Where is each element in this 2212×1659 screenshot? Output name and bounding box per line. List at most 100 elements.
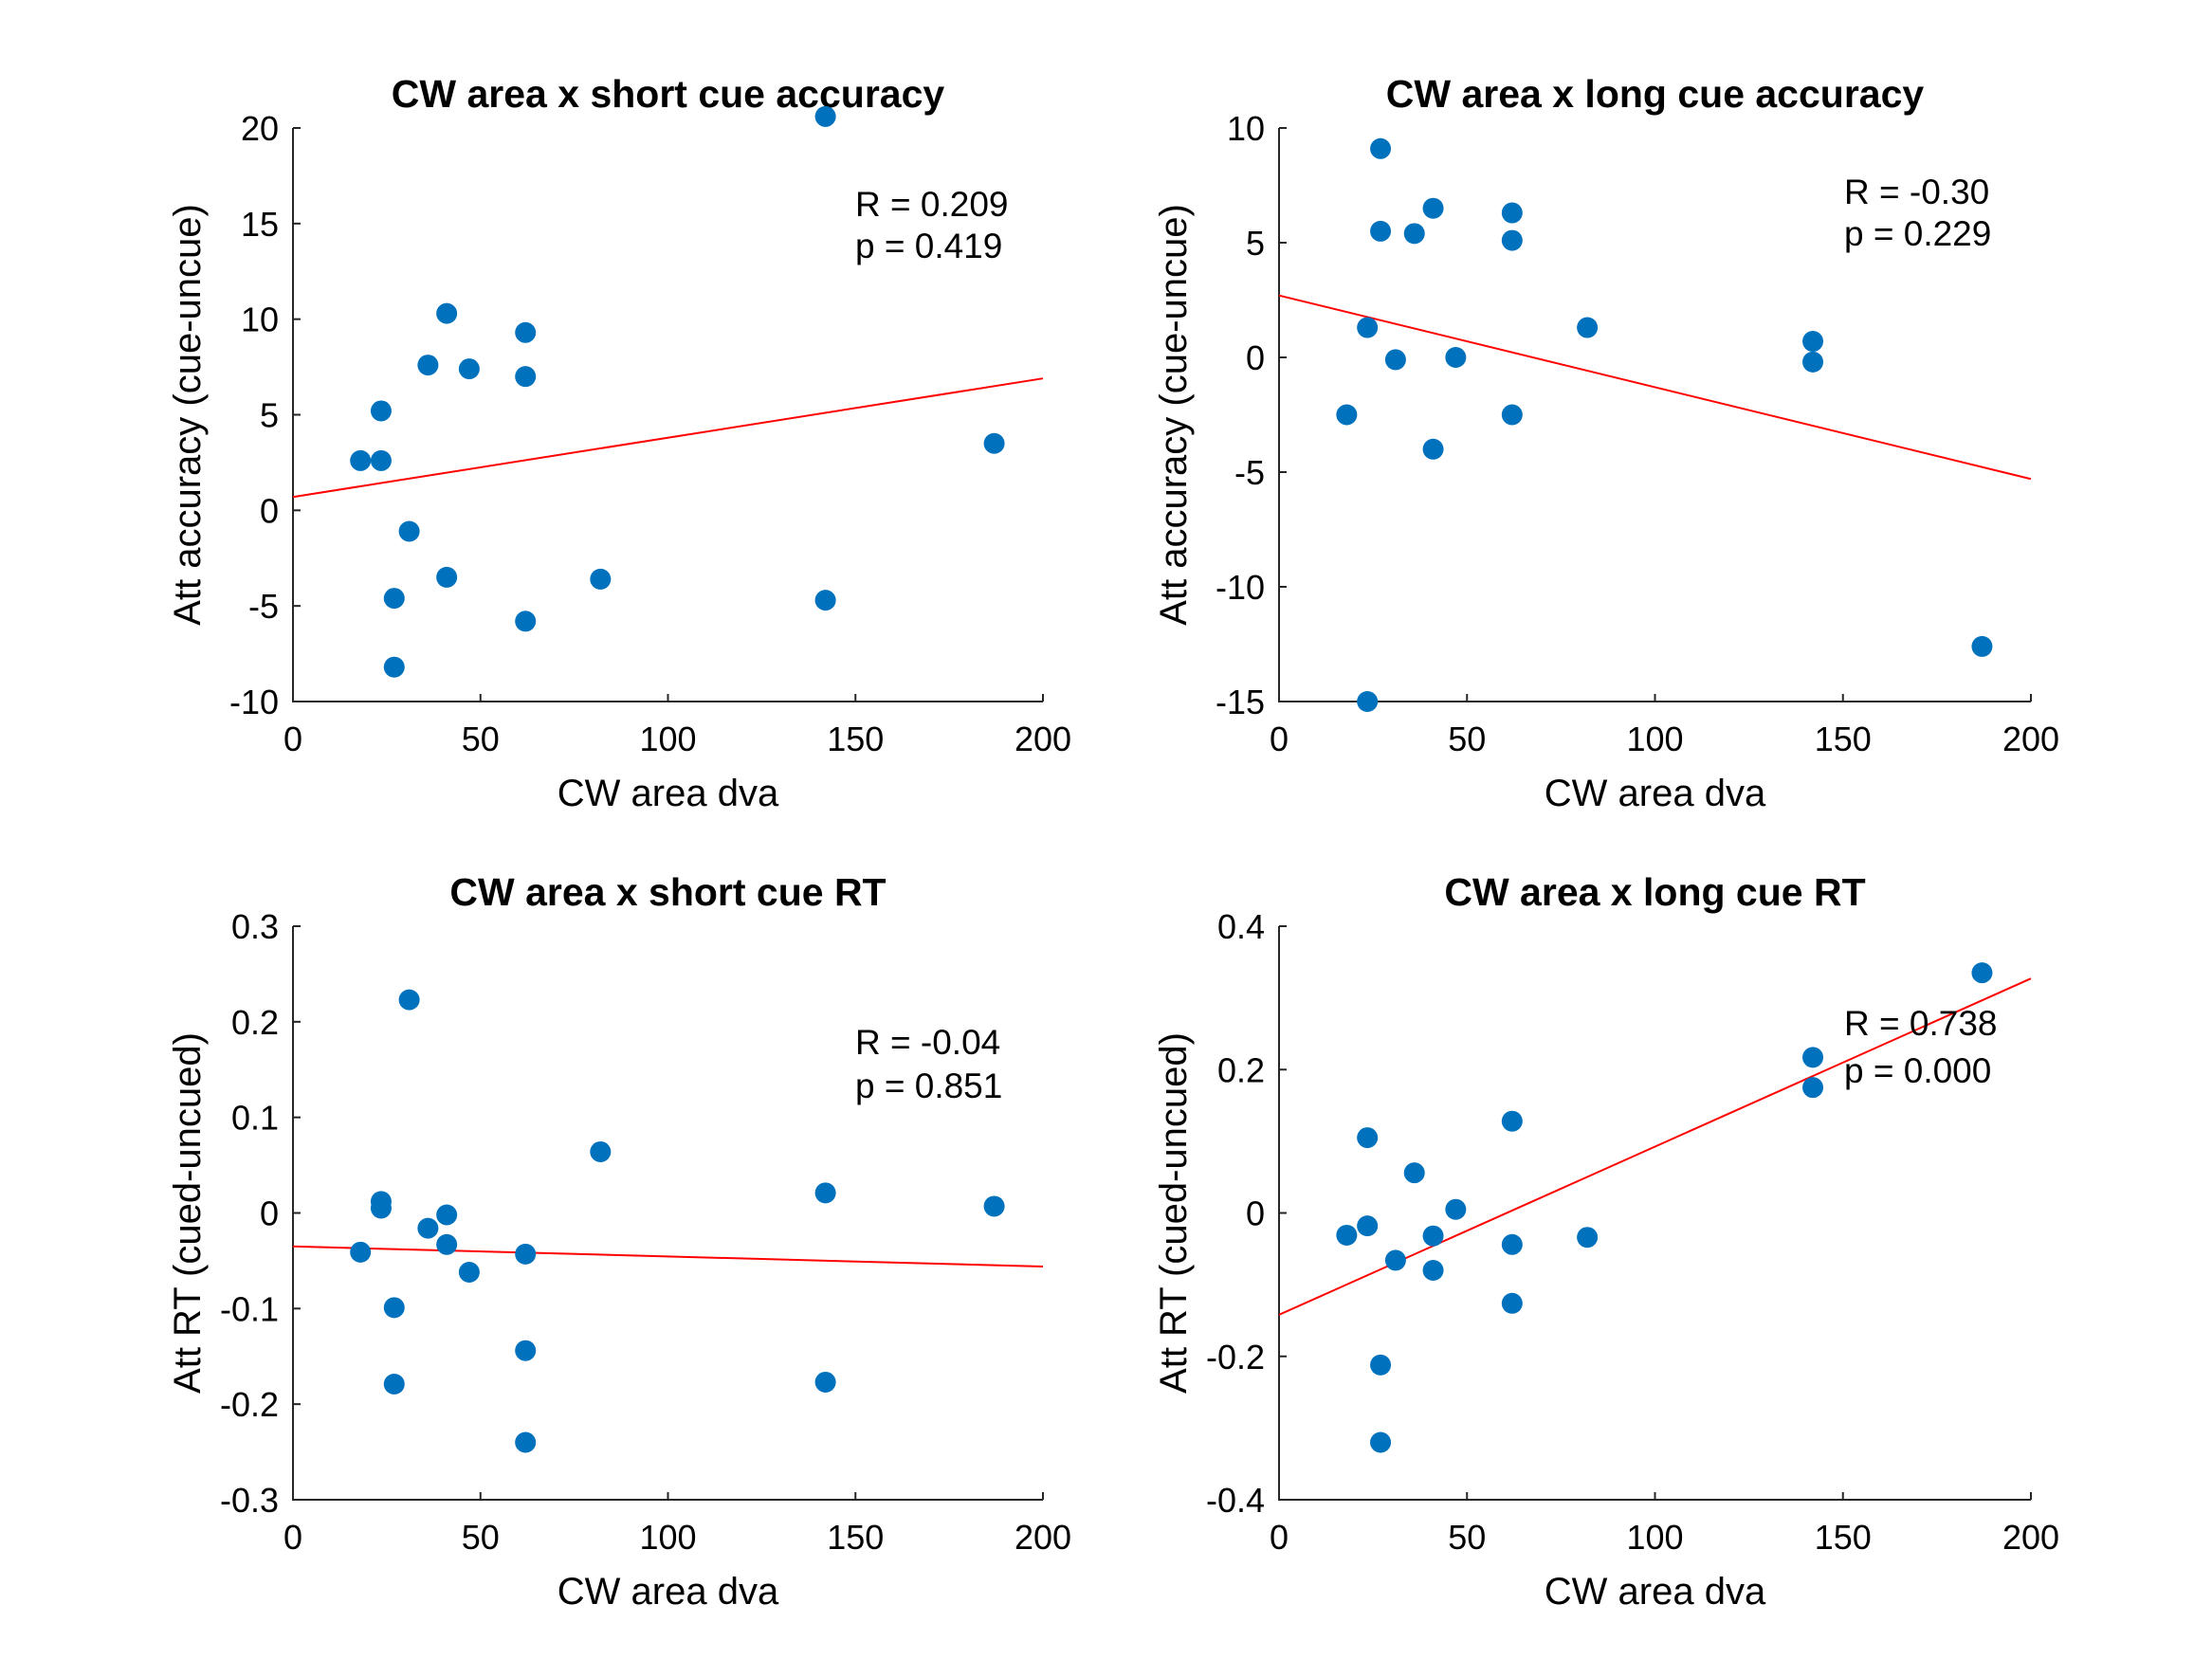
data-point <box>1577 1227 1599 1249</box>
data-point <box>383 1373 405 1395</box>
x-tick-label: 50 <box>462 720 500 758</box>
data-point <box>1971 962 1993 984</box>
data-point <box>515 321 537 343</box>
data-point <box>1403 223 1425 245</box>
data-point <box>1370 137 1392 159</box>
y-tick-label: 0 <box>260 1194 279 1233</box>
data-point <box>1802 331 1824 353</box>
y-tick-label: 0.2 <box>231 1003 279 1042</box>
data-point <box>814 1371 836 1393</box>
y-tick-label: 5 <box>260 396 279 435</box>
y-tick-label: -10 <box>229 683 279 721</box>
data-point <box>383 588 405 610</box>
stat-r-value: R = 0.738 <box>1844 1004 1997 1043</box>
data-point <box>1357 1127 1379 1149</box>
x-tick-label: 100 <box>639 720 696 758</box>
y-tick-label: 20 <box>241 109 279 148</box>
y-axis-label: Att accuracy (cue-uncue) <box>167 204 209 626</box>
data-point <box>370 400 392 422</box>
x-axis-label: CW area dva <box>1545 1571 1766 1613</box>
data-point <box>1802 1047 1824 1068</box>
data-point <box>1384 349 1406 371</box>
data-point <box>1336 1224 1358 1246</box>
data-point <box>398 520 420 542</box>
data-point <box>398 989 420 1011</box>
x-tick-label: 100 <box>639 1518 696 1557</box>
data-point <box>983 1195 1005 1217</box>
data-point <box>1370 220 1392 242</box>
y-tick-label: 0.2 <box>1217 1050 1265 1089</box>
x-tick-label: 0 <box>1270 720 1289 758</box>
y-tick-label: 0 <box>1246 338 1265 377</box>
data-point <box>1357 1215 1379 1237</box>
chart-panel-3: 0 50 100 150 200 -0.3 -0.2 -0.1 0 0.1 0.2 0.3 CW are… <box>167 870 1071 1613</box>
y-tick-label: -0.2 <box>220 1385 279 1424</box>
x-tick-label: 150 <box>827 1518 884 1557</box>
y-tick-label: -5 <box>1234 453 1265 492</box>
data-point <box>1501 229 1523 251</box>
y-tick-label: 0 <box>260 491 279 530</box>
x-axis-label: CW area dva <box>1545 773 1766 814</box>
data-point <box>1384 1249 1406 1271</box>
y-tick-label: -5 <box>248 587 279 626</box>
axes-lines <box>292 926 1043 1501</box>
data-point <box>383 656 405 678</box>
data-point <box>1422 197 1444 219</box>
stat-p-value: p = 0.419 <box>855 227 1002 265</box>
y-axis-label: Att RT (cued-uncued) <box>167 1032 209 1394</box>
data-point <box>1802 1077 1824 1099</box>
y-axis-label: Att RT (cued-uncued) <box>1153 1032 1195 1394</box>
stat-r-value: R = 0.209 <box>855 185 1008 224</box>
stat-p-value: p = 0.229 <box>1844 214 1991 253</box>
data-point <box>1370 1431 1392 1453</box>
data-point <box>1445 347 1467 368</box>
data-point <box>1445 1198 1467 1220</box>
x-tick-label: 50 <box>1448 720 1486 758</box>
data-point <box>1422 1260 1444 1281</box>
data-point <box>515 366 537 388</box>
data-point <box>458 358 480 380</box>
data-point <box>515 1243 537 1265</box>
data-point <box>350 449 372 471</box>
data-point <box>814 105 836 127</box>
stat-r-value: R = -0.30 <box>1844 173 1989 211</box>
chart-title: CW area x short cue RT <box>449 870 886 914</box>
data-point <box>370 449 392 471</box>
data-point <box>1336 404 1358 426</box>
x-tick-label: 50 <box>1448 1518 1486 1557</box>
data-point <box>1357 691 1379 712</box>
data-point <box>383 1297 405 1319</box>
y-tick-label: 0.4 <box>1217 907 1265 946</box>
x-tick-label: 150 <box>827 720 884 758</box>
x-tick-label: 200 <box>2002 1518 2059 1557</box>
data-point <box>1501 1292 1523 1314</box>
x-tick-label: 100 <box>1626 1518 1683 1557</box>
data-point <box>1802 351 1824 373</box>
x-tick-label: 150 <box>1815 720 1872 758</box>
data-point <box>1370 1354 1392 1376</box>
data-point <box>436 1233 458 1255</box>
data-point <box>515 1431 537 1453</box>
data-point <box>983 432 1005 454</box>
x-tick-label: 0 <box>283 720 302 758</box>
x-tick-label: 200 <box>1015 1518 1071 1557</box>
chart-panel-1: 0 50 100 150 200 -10 -5 0 5 10 15 20 CW area x short… <box>167 72 1071 814</box>
data-point <box>590 568 612 590</box>
data-point <box>1971 635 1993 657</box>
regression-line <box>1278 294 2032 481</box>
y-tick-label: -15 <box>1216 683 1265 721</box>
y-tick-label: -0.1 <box>220 1289 279 1328</box>
y-axis-label: Att accuracy (cue-uncue) <box>1153 204 1195 626</box>
stat-r-value: R = -0.04 <box>855 1023 1000 1062</box>
data-point <box>1577 317 1599 338</box>
chart-title: CW area x long cue RT <box>1444 870 1865 914</box>
y-tick-label: -0.2 <box>1206 1338 1265 1376</box>
regression-line <box>292 377 1044 499</box>
data-point <box>1501 1233 1523 1255</box>
y-tick-label: -0.4 <box>1206 1481 1265 1520</box>
data-point <box>515 611 537 632</box>
x-tick-label: 0 <box>1270 1518 1289 1557</box>
data-point <box>1501 404 1523 426</box>
y-tick-label: -10 <box>1216 568 1265 607</box>
